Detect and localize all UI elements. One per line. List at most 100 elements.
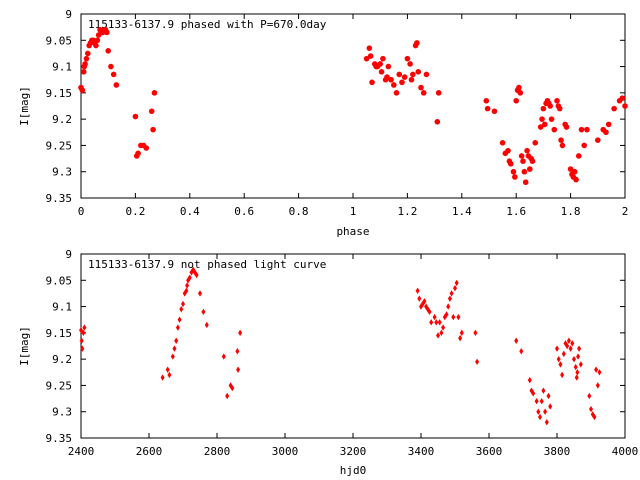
- unphased-data-point: [556, 355, 561, 363]
- unphased-data-point: [573, 363, 578, 371]
- unphased-data-point: [177, 316, 182, 323]
- unphased-data-point: [575, 369, 580, 376]
- phased-data-point: [584, 126, 590, 133]
- phased-data-point: [435, 90, 442, 96]
- unphased-data-point: [165, 366, 170, 373]
- phased-data-point: [80, 69, 87, 75]
- phased-data-point: [385, 63, 392, 70]
- unphased-x-tick-label: 2800: [204, 445, 231, 458]
- phased-data-point: [391, 82, 397, 88]
- phased-x-tick-label: 0.8: [289, 205, 309, 218]
- unphased-data-point: [527, 376, 532, 384]
- unphased-data-point: [221, 353, 226, 360]
- unphased-data-point: [447, 295, 452, 302]
- unphased-data-point: [417, 295, 422, 302]
- unphased-data-point: [225, 392, 230, 400]
- phased-data-point: [399, 79, 405, 86]
- unphased-data-point: [160, 374, 165, 381]
- phased-data-point: [423, 71, 430, 78]
- unphased-data-point: [538, 413, 542, 421]
- phased-data-point: [148, 108, 155, 115]
- phased-data-point: [571, 168, 578, 175]
- unphased-data-point: [514, 337, 519, 344]
- unphased-data-point: [456, 313, 461, 321]
- phased-data-point: [603, 129, 609, 136]
- unphased-y-tick-label: 9.15: [46, 327, 73, 340]
- phased-x-axis-label: phase: [336, 225, 369, 238]
- unphased-y-tick-label: 9.3: [52, 406, 72, 419]
- unphased-data-point: [201, 308, 206, 316]
- unphased-light-curve-panel: 115133-6137.9 not phased light curve hjd…: [18, 248, 638, 477]
- phased-data-point: [418, 84, 424, 91]
- unphased-data-point: [79, 337, 84, 344]
- phased-data-point: [517, 90, 524, 96]
- phased-data-point: [79, 87, 86, 94]
- phased-data-point: [521, 168, 528, 175]
- phased-data-point: [581, 142, 587, 149]
- phased-x-tick-label: 1.6: [506, 205, 526, 218]
- phased-data-point: [132, 113, 139, 120]
- unphased-data-point: [536, 408, 541, 415]
- unphased-data-point: [184, 287, 189, 294]
- phased-data-point: [512, 174, 518, 180]
- unphased-data-point: [589, 405, 593, 413]
- phased-data-point: [522, 179, 529, 186]
- phased-data-point: [94, 37, 101, 44]
- unphased-data-point: [172, 345, 177, 352]
- phased-data-point: [393, 90, 400, 96]
- unphased-data-point: [570, 340, 575, 347]
- unphased-x-tick-label: 4000: [612, 445, 639, 458]
- phased-data-point: [135, 150, 141, 157]
- unphased-data-point: [572, 355, 576, 363]
- unphased-y-tick-label: 9.1: [52, 301, 72, 314]
- unphased-data-point: [597, 369, 602, 376]
- phased-data-point: [407, 61, 413, 67]
- phased-data-point: [369, 79, 375, 86]
- unphased-data-point: [179, 306, 184, 313]
- unphased-data-point: [204, 321, 209, 329]
- unphased-data-point: [454, 279, 459, 287]
- unphased-data-point: [534, 398, 539, 405]
- phased-data-point: [611, 105, 617, 112]
- unphased-data-point: [558, 361, 563, 368]
- phased-y-tick-label: 9.25: [46, 139, 73, 152]
- unphased-y-tick-label: 9.2: [52, 353, 72, 366]
- phased-data-point: [551, 126, 558, 133]
- phased-data-point: [556, 105, 563, 112]
- phased-data-point: [380, 55, 386, 62]
- unphased-data-point: [449, 290, 454, 297]
- unphased-data-point: [427, 308, 432, 316]
- phased-data-point: [491, 108, 498, 115]
- unphased-data-point: [429, 319, 434, 326]
- phased-data-point: [563, 124, 570, 130]
- unphased-data-point: [81, 329, 86, 337]
- phased-data-point: [539, 116, 545, 122]
- phased-data-point: [532, 140, 539, 146]
- unphased-data-point: [446, 303, 451, 310]
- phased-data-point: [377, 61, 384, 67]
- unphased-data-point: [453, 284, 457, 292]
- unphased-y-axis-label: I[mag]: [18, 326, 31, 366]
- unphased-data-point: [181, 300, 185, 308]
- unphased-data-point: [174, 337, 179, 344]
- unphased-data-point: [548, 403, 553, 410]
- unphased-data-point: [437, 319, 442, 326]
- phased-data-point: [404, 55, 411, 62]
- unphased-data-point: [422, 298, 427, 305]
- phased-data-point: [378, 69, 385, 75]
- unphased-plot-title: 115133-6137.9 not phased light curve: [88, 258, 326, 271]
- phased-data-point: [578, 126, 585, 133]
- unphased-data-point: [170, 353, 175, 360]
- phased-data-point: [595, 137, 601, 143]
- unphased-x-tick-label: 3200: [340, 445, 367, 458]
- phased-data-point: [434, 118, 441, 125]
- unphased-x-tick-label: 2400: [68, 445, 95, 458]
- phased-data-point: [85, 50, 91, 57]
- phased-data-point: [110, 71, 117, 78]
- unphased-axis-ticks: 2400 2600 2800 3000 3200 3400 3600 3800 4000 9 9.0…: [46, 248, 639, 458]
- phased-data-point: [384, 74, 390, 80]
- unphased-data-point: [594, 366, 599, 373]
- unphased-x-axis-label: hjd0: [340, 464, 367, 477]
- unphased-data-point: [519, 348, 524, 355]
